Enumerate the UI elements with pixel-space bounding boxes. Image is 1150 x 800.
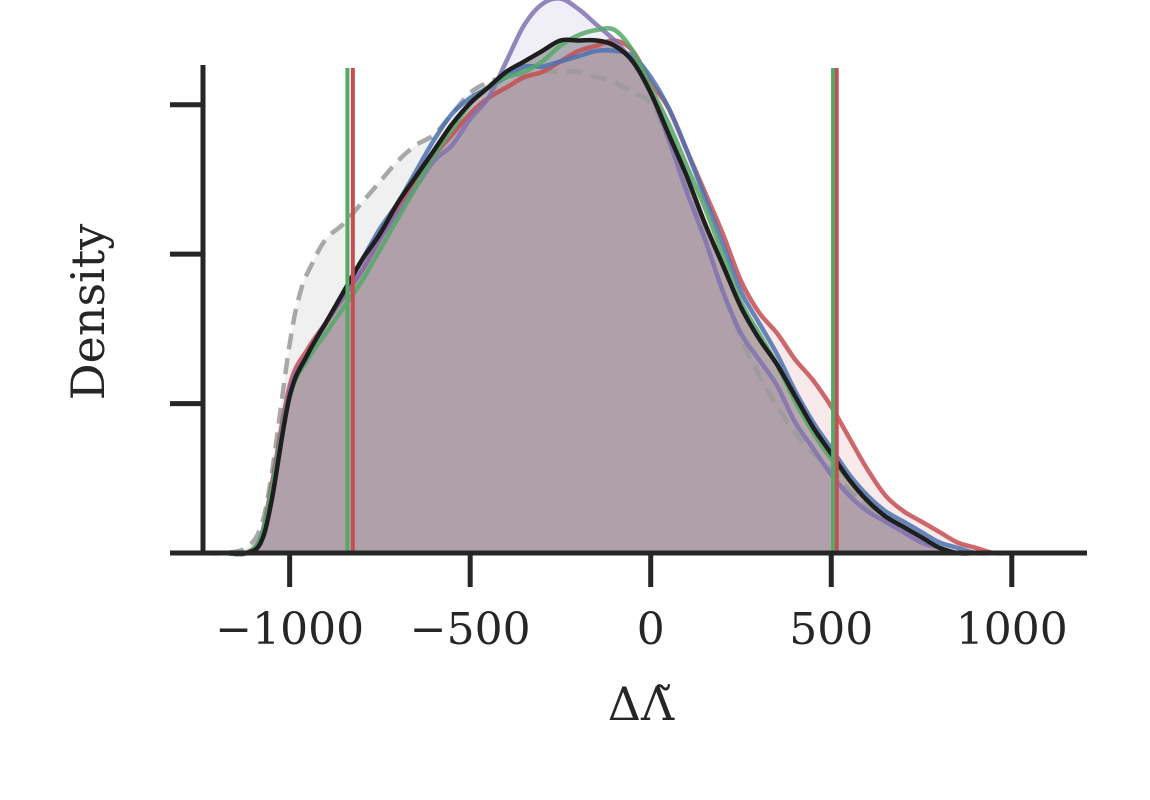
density-tint-3 bbox=[203, 0, 1084, 555]
x-tick-label-2: 0 bbox=[637, 604, 665, 655]
density-tint-1 bbox=[203, 40, 1084, 555]
y-axis-label: Density bbox=[61, 224, 115, 401]
x-tick-label-0: −1000 bbox=[215, 604, 364, 655]
x-tick-label-3: 500 bbox=[789, 604, 873, 655]
x-tick-label-4: 1000 bbox=[956, 604, 1068, 655]
axes bbox=[170, 65, 1087, 556]
density-curves bbox=[200, 0, 1087, 557]
x-tick-label-1: −500 bbox=[410, 604, 531, 655]
density-curve-5 bbox=[200, 37, 1087, 556]
tick-labels: −1000 −500 0 500 1000 bbox=[215, 604, 1068, 655]
tick-marks bbox=[170, 102, 1015, 587]
x-axis-label: ΔΛ̃ bbox=[608, 677, 675, 731]
vertical-reference-lines bbox=[345, 68, 839, 553]
